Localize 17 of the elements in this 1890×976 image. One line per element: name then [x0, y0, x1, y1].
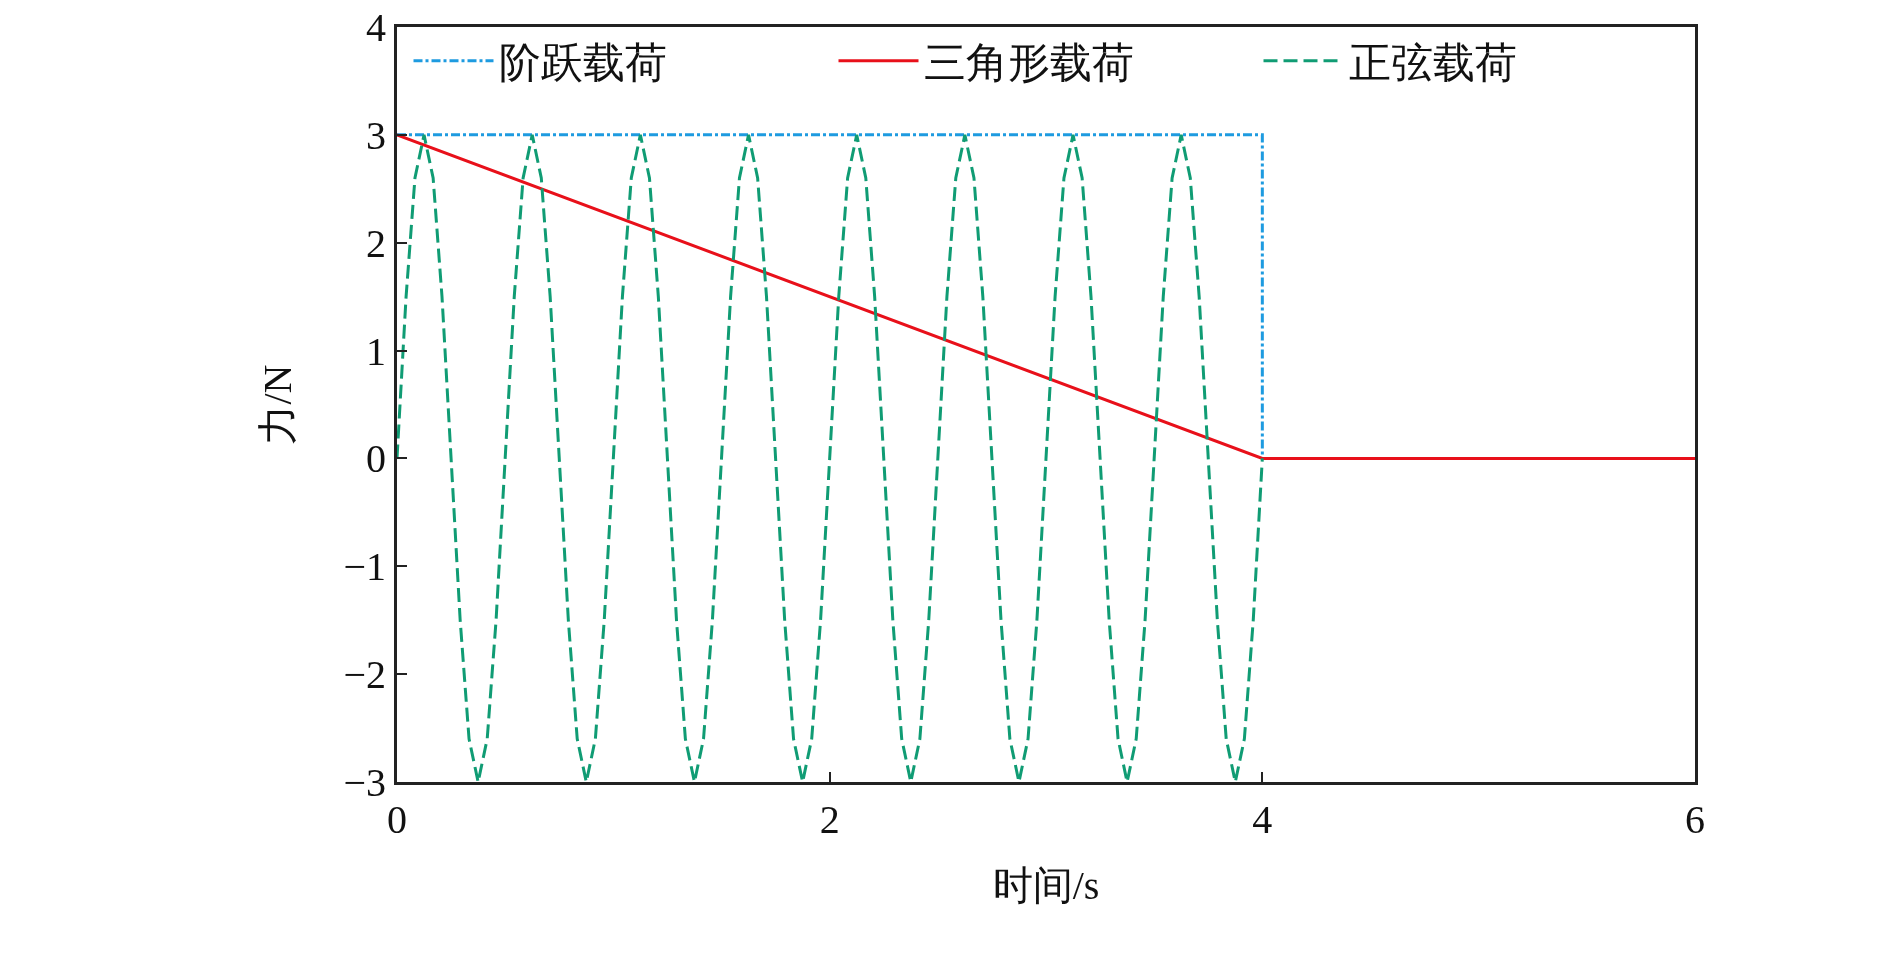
legend-label: 三角形载荷	[923, 40, 1134, 87]
x-tick-label: 6	[1685, 797, 1705, 842]
y-tick-label: −1	[343, 544, 386, 590]
y-tick-label: 0	[366, 436, 386, 482]
y-tick-label: −3	[343, 760, 386, 805]
x-tick-label: 2	[819, 797, 840, 842]
x-tick-label: 4	[1252, 797, 1273, 842]
y-tick-label: 1	[366, 328, 386, 374]
line-series	[397, 133, 1264, 782]
legend-label: 阶跃载荷	[498, 40, 667, 87]
y-tick-label: −2	[343, 652, 386, 698]
legend-label: 正弦载荷	[1348, 40, 1517, 87]
y-tick-label: 3	[366, 112, 386, 158]
y-tick-label: 2	[366, 220, 386, 266]
x-axis-title: 时间/s	[992, 862, 1100, 908]
y-tick-label: 4	[366, 5, 386, 50]
y-axis-title: 力/N	[254, 364, 300, 445]
